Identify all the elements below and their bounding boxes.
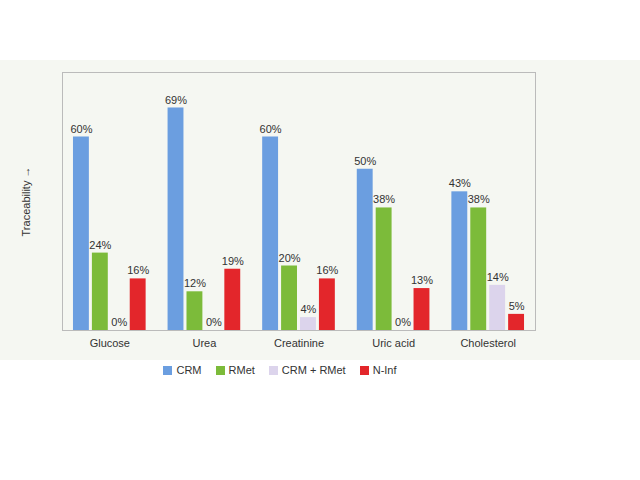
svg-text:24%: 24% <box>89 239 111 251</box>
svg-text:Cholesterol: Cholesterol <box>460 337 516 349</box>
svg-text:Glucose: Glucose <box>90 337 130 349</box>
svg-text:16%: 16% <box>127 264 149 276</box>
svg-text:16%: 16% <box>316 264 338 276</box>
svg-text:Uric acid: Uric acid <box>372 337 415 349</box>
svg-text:5%: 5% <box>509 300 525 312</box>
svg-text:20%: 20% <box>279 252 301 264</box>
svg-text:13%: 13% <box>411 274 433 286</box>
html-text:CRM: CRM <box>176 364 202 376</box>
html-text:CRM + RMet: CRM + RMet <box>281 364 346 376</box>
html-text:RMet: RMet <box>228 364 255 376</box>
svg-text:50%: 50% <box>354 155 376 167</box>
svg-text:Traceability →: Traceability → <box>20 167 32 237</box>
svg-text:69%: 69% <box>165 93 187 105</box>
svg-text:60%: 60% <box>70 123 92 135</box>
svg-text:14%: 14% <box>487 271 509 283</box>
svg-text:12%: 12% <box>184 277 206 289</box>
svg-text:Urea: Urea <box>192 337 217 349</box>
svg-text:38%: 38% <box>373 193 395 205</box>
svg-text:0%: 0% <box>111 316 127 328</box>
svg-text:0%: 0% <box>395 316 411 328</box>
svg-text:60%: 60% <box>260 123 282 135</box>
svg-text:Creatinine: Creatinine <box>274 337 324 349</box>
svg-text:43%: 43% <box>449 177 471 189</box>
svg-text:0%: 0% <box>206 316 222 328</box>
svg-text:19%: 19% <box>222 255 244 267</box>
html-text:N-Inf: N-Inf <box>372 364 397 376</box>
svg-text:38%: 38% <box>468 193 490 205</box>
svg-text:4%: 4% <box>301 303 317 315</box>
